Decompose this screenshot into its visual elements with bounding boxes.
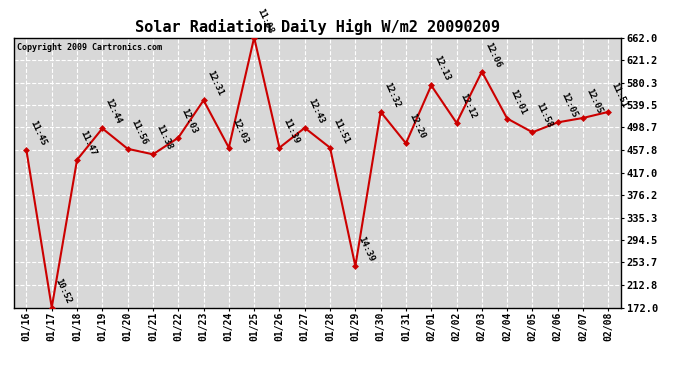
Text: 12:05: 12:05: [584, 87, 604, 115]
Text: 12:01: 12:01: [509, 87, 528, 116]
Text: 11:51: 11:51: [610, 81, 629, 109]
Text: 11:51: 11:51: [331, 117, 351, 145]
Text: 11:56: 11:56: [129, 118, 148, 146]
Text: 12:13: 12:13: [433, 54, 452, 82]
Text: 12:03: 12:03: [230, 117, 250, 145]
Text: Copyright 2009 Cartronics.com: Copyright 2009 Cartronics.com: [17, 43, 162, 52]
Text: 12:31: 12:31: [205, 69, 224, 98]
Text: 11:38: 11:38: [155, 123, 174, 152]
Text: 11:08: 11:08: [255, 6, 275, 35]
Text: 11:47: 11:47: [79, 129, 98, 157]
Text: 12:06: 12:06: [483, 41, 503, 69]
Text: 12:03: 12:03: [179, 107, 199, 135]
Text: 14:39: 14:39: [357, 235, 376, 263]
Text: 11:39: 11:39: [281, 117, 300, 145]
Text: 12:20: 12:20: [407, 112, 427, 141]
Text: 10:52: 10:52: [53, 276, 72, 305]
Text: 12:05: 12:05: [559, 92, 579, 120]
Text: 12:12: 12:12: [458, 92, 477, 120]
Title: Solar Radiation Daily High W/m2 20090209: Solar Radiation Daily High W/m2 20090209: [135, 19, 500, 35]
Text: 12:43: 12:43: [306, 97, 326, 125]
Text: 12:44: 12:44: [104, 98, 124, 126]
Text: 11:58: 11:58: [534, 101, 553, 129]
Text: 12:32: 12:32: [382, 81, 402, 109]
Text: 11:45: 11:45: [28, 120, 48, 148]
